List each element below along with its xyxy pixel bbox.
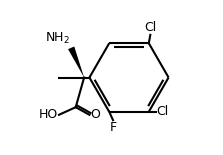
Text: Cl: Cl — [156, 105, 169, 118]
Polygon shape — [68, 46, 84, 78]
Text: Cl: Cl — [144, 21, 157, 34]
Text: HO: HO — [39, 108, 58, 121]
Text: NH$_2$: NH$_2$ — [45, 31, 70, 46]
Text: O: O — [90, 108, 100, 121]
Text: F: F — [109, 121, 117, 134]
